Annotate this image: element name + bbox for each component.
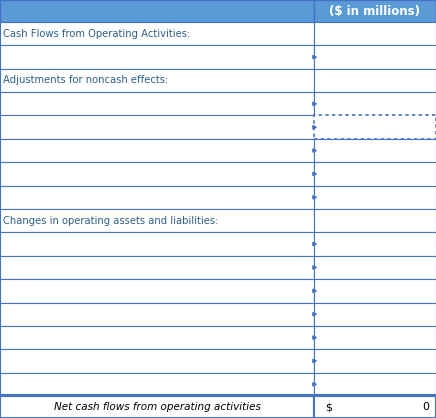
- Bar: [0, 303, 314, 326]
- Polygon shape: [313, 172, 317, 176]
- Bar: [314, 69, 436, 92]
- Bar: [0, 279, 314, 303]
- Bar: [314, 303, 436, 326]
- Bar: [314, 115, 436, 139]
- Bar: [0, 69, 314, 92]
- Bar: [314, 372, 436, 396]
- Bar: [0, 0, 314, 22]
- Bar: [0, 326, 314, 349]
- Bar: [314, 22, 436, 46]
- Bar: [314, 349, 436, 372]
- Polygon shape: [313, 102, 317, 105]
- Bar: [0, 162, 314, 186]
- Bar: [0, 349, 314, 372]
- Bar: [0, 396, 314, 418]
- Polygon shape: [313, 125, 317, 129]
- Polygon shape: [313, 313, 317, 316]
- Bar: [0, 46, 314, 69]
- Polygon shape: [313, 56, 317, 59]
- Bar: [0, 256, 314, 279]
- Polygon shape: [313, 266, 317, 269]
- Bar: [0, 232, 314, 256]
- Bar: [0, 22, 314, 46]
- Text: Adjustments for noncash effects:: Adjustments for noncash effects:: [3, 75, 168, 85]
- Polygon shape: [313, 382, 317, 386]
- Bar: [314, 0, 436, 22]
- Text: 0: 0: [422, 402, 429, 412]
- Bar: [314, 326, 436, 349]
- Bar: [0, 92, 314, 115]
- Text: Cash Flows from Operating Activities:: Cash Flows from Operating Activities:: [3, 29, 190, 39]
- Bar: [314, 279, 436, 303]
- Bar: [314, 209, 436, 232]
- Bar: [314, 396, 436, 418]
- Bar: [0, 115, 314, 139]
- Bar: [314, 162, 436, 186]
- Text: Net cash flows from operating activities: Net cash flows from operating activities: [54, 402, 260, 412]
- Polygon shape: [313, 289, 317, 293]
- Bar: [314, 232, 436, 256]
- Bar: [0, 209, 314, 232]
- Text: ($ in millions): ($ in millions): [330, 5, 420, 18]
- Bar: [314, 46, 436, 69]
- Polygon shape: [313, 149, 317, 152]
- Polygon shape: [313, 359, 317, 362]
- Polygon shape: [313, 242, 317, 246]
- Bar: [314, 139, 436, 162]
- Text: Changes in operating assets and liabilities:: Changes in operating assets and liabilit…: [3, 216, 218, 226]
- Bar: [0, 139, 314, 162]
- Polygon shape: [313, 196, 317, 199]
- Text: $: $: [325, 402, 332, 412]
- Bar: [314, 256, 436, 279]
- Bar: [0, 372, 314, 396]
- Bar: [314, 186, 436, 209]
- Bar: [0, 0, 436, 22]
- Bar: [0, 186, 314, 209]
- Polygon shape: [313, 336, 317, 339]
- Bar: [314, 92, 436, 115]
